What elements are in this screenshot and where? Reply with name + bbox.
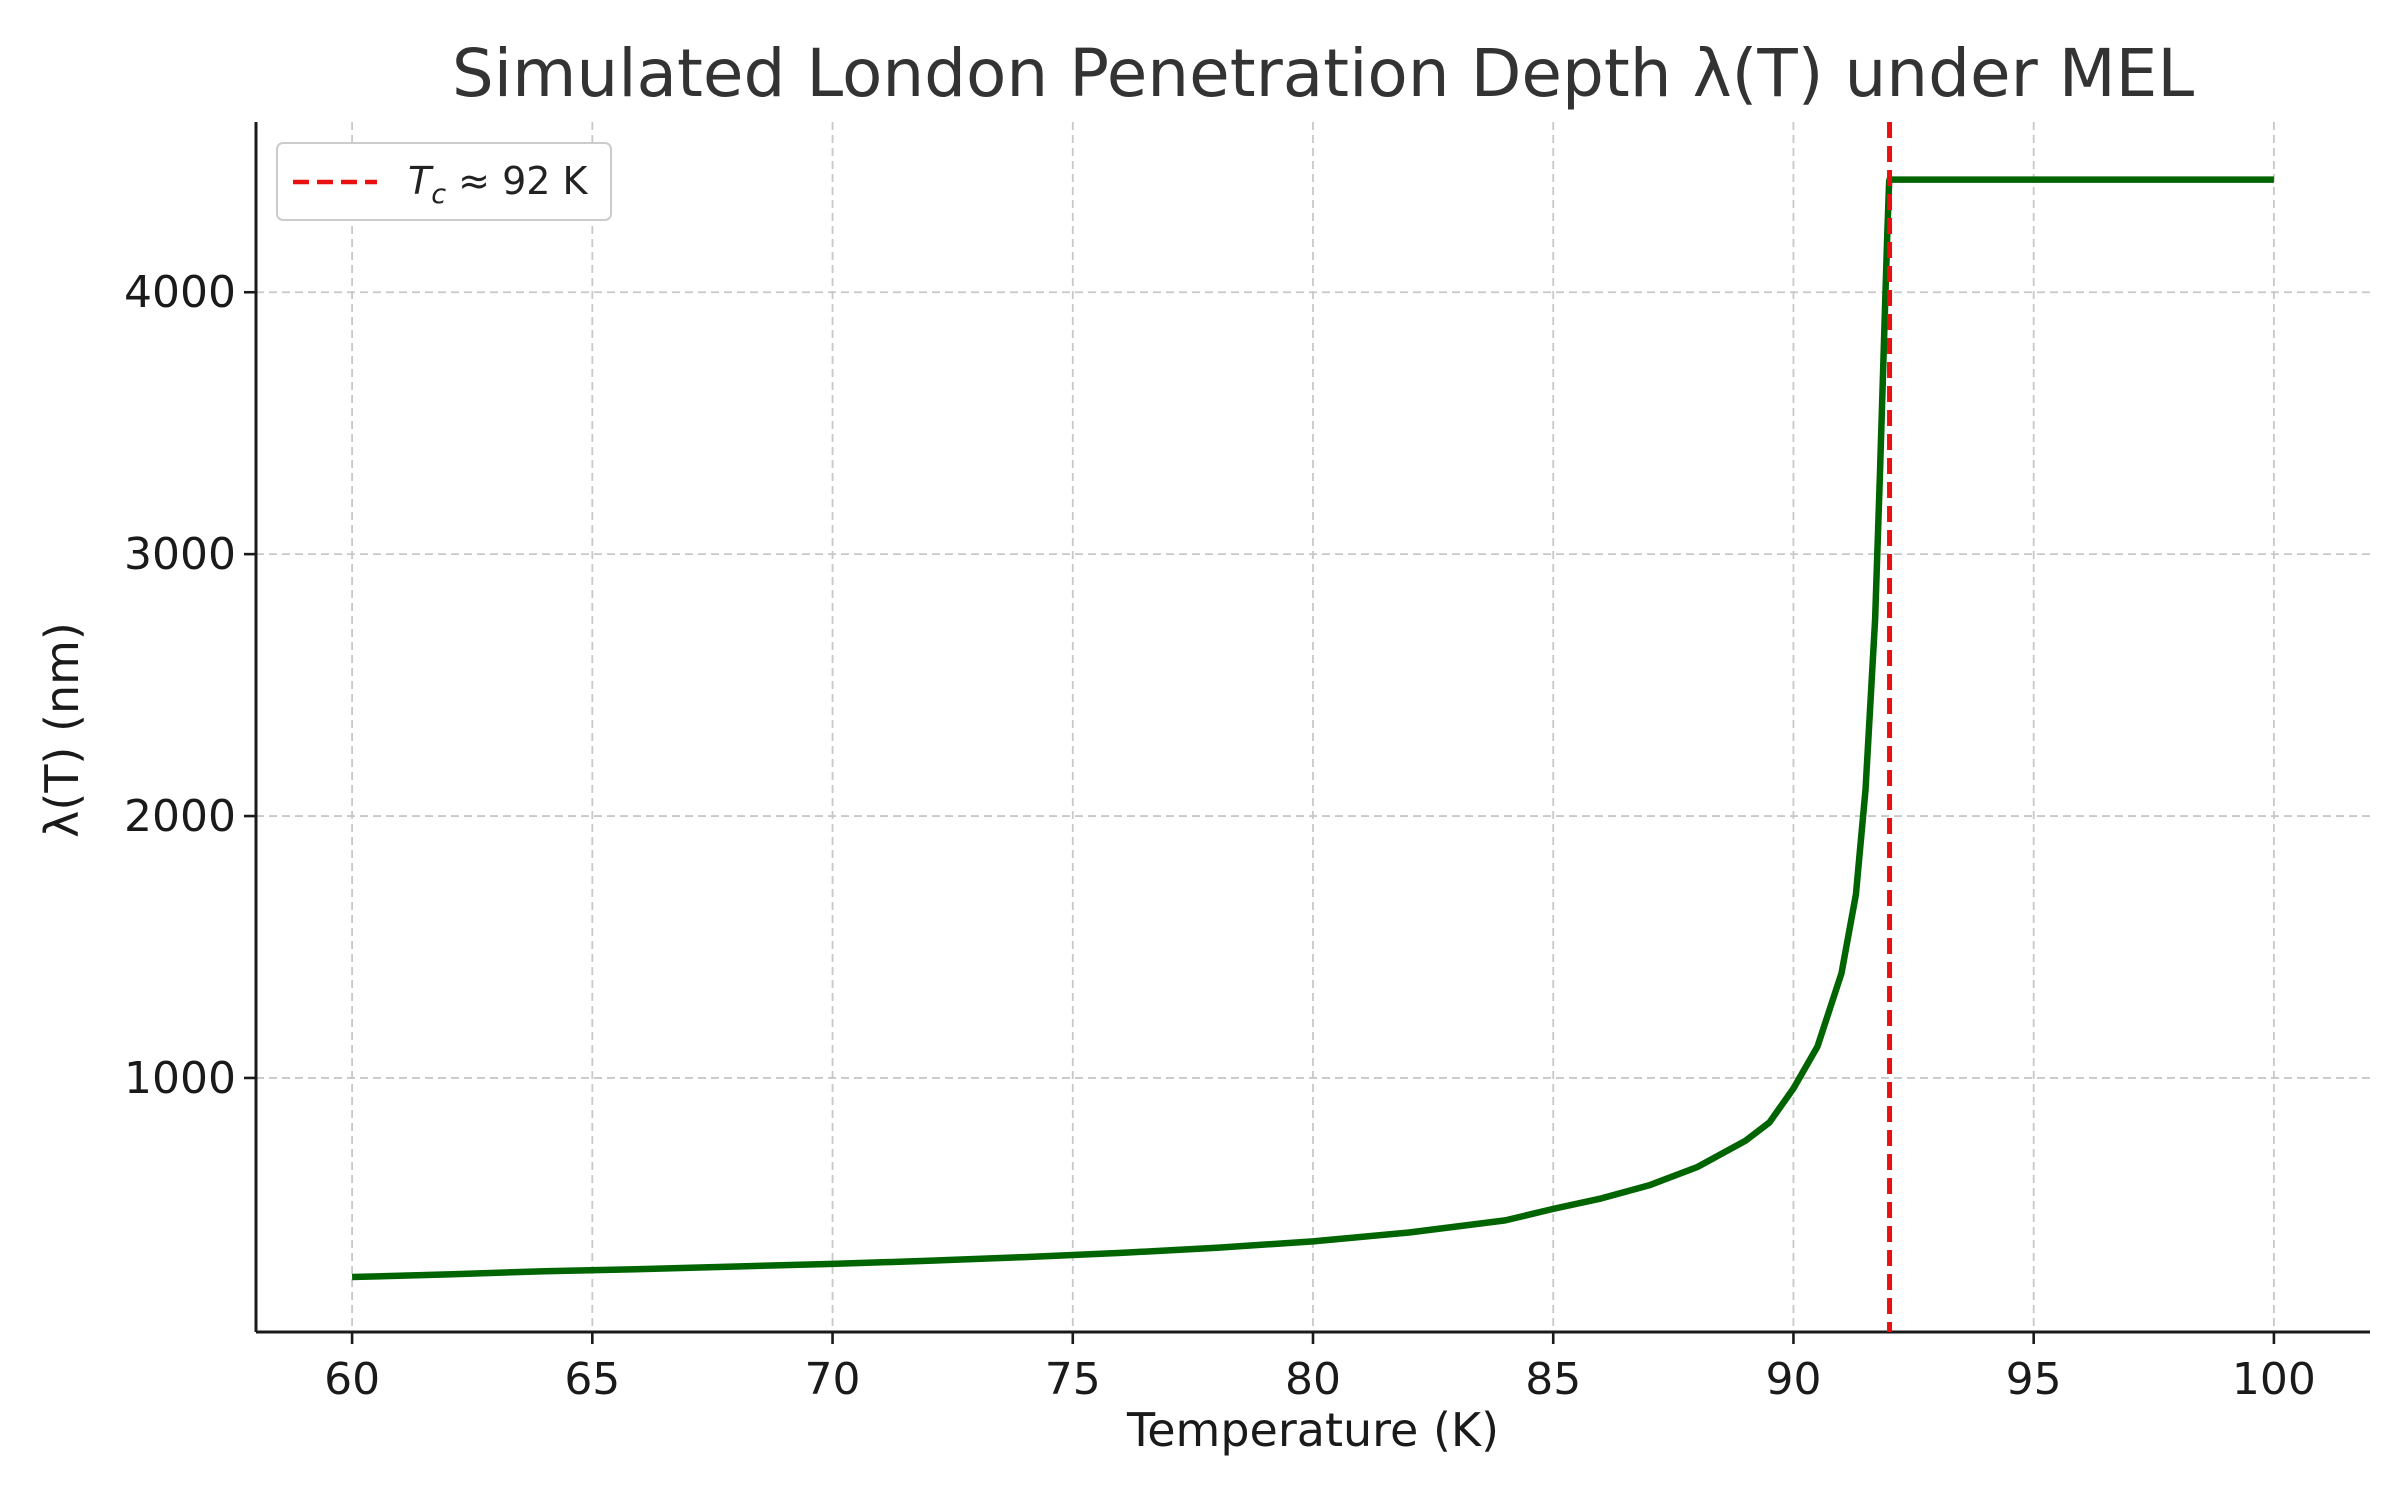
- x-tick-label: 95: [2006, 1354, 2062, 1405]
- y-tick-label: 2000: [124, 791, 236, 842]
- legend-label-main: T: [408, 159, 434, 203]
- y-axis-ticks: 1000 2000 3000 4000: [124, 267, 256, 1104]
- x-tick-label: 85: [1525, 1354, 1581, 1405]
- legend: Tc ≈ 92 K: [276, 142, 612, 221]
- x-tick-label: 70: [805, 1354, 861, 1405]
- y-tick-label: 3000: [124, 529, 236, 580]
- x-tick-label: 60: [324, 1354, 380, 1405]
- x-axis-title: Temperature (K): [1126, 1403, 1499, 1457]
- y-tick-label: 4000: [124, 267, 236, 318]
- penetration-depth-curve: [352, 176, 2274, 1281]
- y-axis-title: λ(T) (nm): [35, 622, 89, 838]
- x-tick-label: 65: [564, 1354, 620, 1405]
- legend-box: [276, 142, 612, 221]
- y-tick-label: 1000: [124, 1053, 236, 1104]
- legend-label-rest: ≈ 92 K: [446, 159, 588, 203]
- x-tick-label: 100: [2232, 1354, 2316, 1405]
- legend-label-sub: c: [431, 179, 446, 210]
- x-tick-label: 75: [1045, 1354, 1101, 1405]
- x-axis-ticks: 60 65 70 75 80 85 90 95 100: [324, 1332, 2316, 1405]
- x-tick-label: 90: [1765, 1354, 1821, 1405]
- series-layer: [352, 122, 2274, 1332]
- x-tick-label: 80: [1285, 1354, 1341, 1405]
- legend-label-tc: Tc ≈ 92 K: [408, 159, 589, 210]
- chart-title: Simulated London Penetration Depth λ(T) …: [452, 35, 2195, 112]
- grid: [256, 122, 2370, 1332]
